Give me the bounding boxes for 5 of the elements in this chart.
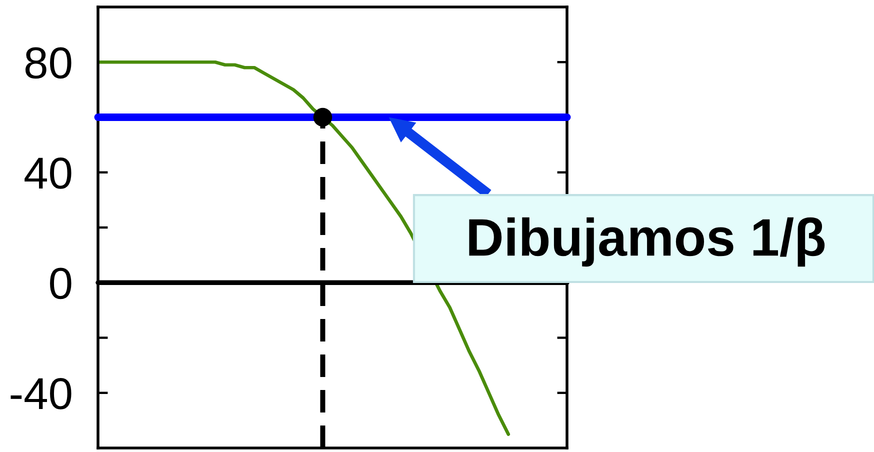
y-tick-label: 40 — [24, 157, 72, 189]
y-tick-label: 0 — [50, 268, 72, 300]
ref-line-label: Dibujamos 1/β — [469, 217, 825, 267]
y-tick-label: -40 — [10, 378, 72, 410]
y-tick-label: 80 — [26, 47, 72, 79]
